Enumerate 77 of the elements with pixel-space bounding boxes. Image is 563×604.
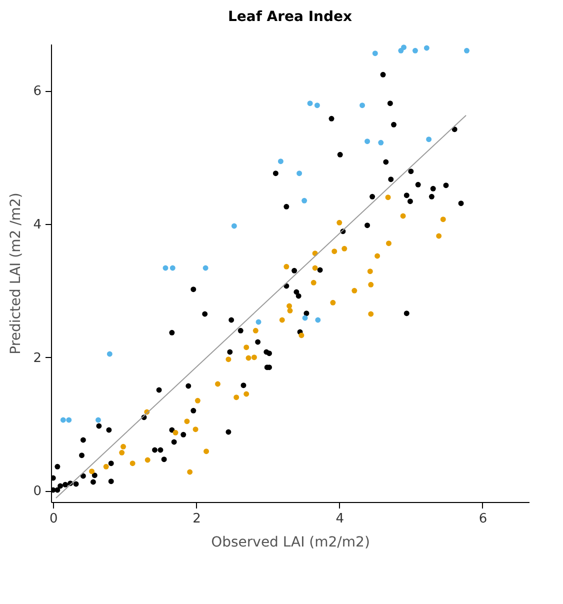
point (60, 417, 66, 423)
point (386, 240, 392, 246)
point (364, 138, 370, 144)
point (330, 300, 336, 306)
point (401, 44, 407, 50)
y-tick-label: 0 (33, 484, 42, 500)
point (130, 460, 136, 466)
point (231, 223, 237, 229)
point (314, 102, 320, 108)
y-tick-label: 2 (33, 350, 42, 366)
point (296, 170, 302, 176)
y-axis-title: Predicted LAI (m2 /m2) (8, 192, 24, 354)
point (244, 344, 250, 350)
x-tick-label: 4 (336, 512, 344, 526)
point (440, 216, 446, 222)
point (194, 398, 200, 404)
point (360, 102, 366, 108)
x-tick-label: 2 (192, 512, 201, 526)
point (374, 253, 380, 259)
point (246, 355, 252, 361)
point (302, 198, 308, 204)
point (352, 288, 358, 294)
point (378, 140, 384, 146)
point (372, 50, 378, 56)
point (184, 418, 190, 424)
point (464, 48, 470, 54)
point (214, 381, 220, 387)
point (234, 394, 240, 400)
point (170, 265, 176, 271)
point (342, 246, 348, 252)
point (426, 136, 432, 142)
point (279, 317, 285, 323)
point (332, 248, 338, 254)
chart-title: Leaf Area Index (228, 9, 352, 25)
point (307, 100, 313, 106)
point (244, 391, 250, 397)
point (312, 265, 318, 271)
y-tick-label: 4 (33, 218, 42, 232)
point (144, 457, 150, 463)
point (252, 328, 258, 334)
point (385, 194, 391, 200)
point (424, 45, 430, 51)
point (302, 315, 308, 321)
point (436, 233, 442, 239)
point (278, 158, 284, 164)
point (202, 265, 208, 271)
point (89, 468, 95, 474)
point (256, 319, 262, 325)
point (204, 448, 210, 454)
point (412, 48, 418, 54)
point (368, 311, 374, 317)
point (106, 351, 112, 357)
point (162, 265, 168, 271)
point (103, 464, 109, 470)
point (119, 450, 125, 456)
point (120, 444, 126, 450)
x-axis-title: Observed LAI (m2/m2) (211, 534, 370, 550)
point (367, 268, 373, 274)
y-tick-label: 6 (33, 84, 42, 100)
point (284, 264, 290, 270)
point (336, 220, 342, 226)
point (286, 303, 292, 309)
point (400, 213, 406, 219)
point (226, 356, 232, 362)
point (172, 430, 178, 436)
point (251, 354, 257, 360)
point (310, 280, 316, 286)
point (298, 332, 304, 338)
point (368, 282, 374, 288)
point (192, 426, 198, 432)
point (315, 317, 321, 323)
point (187, 469, 193, 475)
point (66, 417, 72, 423)
x-tick-label: 0 (50, 512, 58, 526)
point (287, 308, 293, 314)
x-tick-label: 6 (478, 512, 488, 526)
point (95, 417, 101, 423)
